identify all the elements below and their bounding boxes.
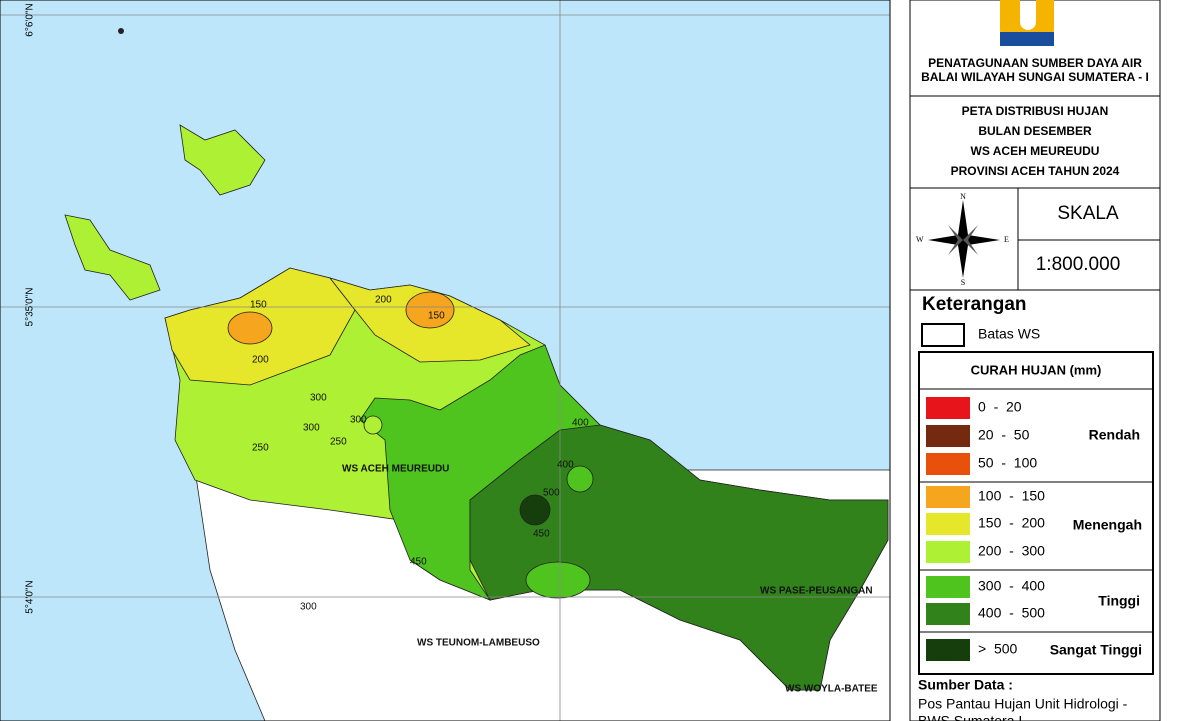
compass-s: S [961,278,965,287]
legend-title: Keterangan [922,294,1027,315]
map-title: PROVINSI ACEH TAHUN 2024 [951,164,1120,178]
group-label: Menengah [1073,517,1142,533]
contour-label: 300 [303,423,320,434]
contour-label: 250 [330,437,347,448]
group-label: Rendah [1089,427,1140,443]
contour-label: 400 [572,418,589,429]
contour-label: 250 [252,443,269,454]
class-range: 300 - 400 [978,578,1045,594]
island [179,124,266,196]
contour-label: 450 [410,557,427,568]
lat-label: 6°6'0"N [25,3,36,36]
contour-label: 500 [543,488,560,499]
source-title: Sumber Data : [918,677,1013,693]
boundary-label: Batas WS [978,326,1040,342]
contour-label: 400 [557,460,574,471]
region-label: WS TEUNOM-LAMBEUSO [417,638,540,649]
class-swatch [926,425,970,447]
contour-label: 200 [252,355,269,366]
source: BWS Sumatera I [918,713,1022,721]
contour-label: 300 [350,415,367,426]
org: PENATAGUNAAN SUMBER DAYA AIR [928,56,1142,70]
class-swatch [926,513,970,535]
legend-classes: 0 - 20 20 - 50 50 - 100 100 - 150 150 - 200 2… [926,397,1045,661]
group-label: Sangat Tinggi [1050,642,1142,658]
islet [118,28,124,34]
class-swatch [926,397,970,419]
zone-200-300 [363,415,383,435]
scale-title: SKALA [1057,203,1119,224]
compass-w: W [916,235,924,244]
map-title: BULAN DESEMBER [978,124,1092,138]
class-swatch [926,603,970,625]
side-panel: PENATAGUNAAN SUMBER DAYA AIR BALAI WILAY… [909,0,1161,721]
class-range: 20 - 50 [978,427,1030,443]
class-swatch [926,541,970,563]
boundary-swatch [921,323,965,347]
map-frame [0,0,891,721]
island [64,214,161,301]
org: BALAI WILAYAH SUNGAI SUMATERA - I [921,70,1149,84]
class-swatch [926,576,970,598]
zone-300-400 [566,465,594,493]
class-range: 0 - 20 [978,399,1022,415]
scale: 1:800.000 [1036,254,1121,275]
region-label: WS WOYLA-BATEE [785,684,878,695]
class-range: 150 - 200 [978,515,1045,531]
contour-label: 150 [250,300,267,311]
group-label: Tinggi [1098,593,1140,609]
zone-100-150 [227,311,273,345]
compass-e: E [1004,235,1009,244]
contour-label: 450 [533,529,550,540]
map-title: WS ACEH MEUREUDU [971,144,1100,158]
compass-n: N [960,192,966,201]
contour-label: 300 [300,602,317,613]
class-range: > 500 [978,641,1018,657]
class-swatch [926,453,970,475]
panel-frame [909,0,1161,721]
class-range: 400 - 500 [978,605,1045,621]
source: Pos Pantau Hujan Unit Hidrologi - [918,696,1128,712]
legend-heading: CURAH HUJAN (mm) [971,362,1102,377]
map-title: PETA DISTRIBUSI HUJAN [962,104,1109,118]
compass [948,225,978,255]
map: 6°6'0"N 5°35'0"N 5°4'0"N 150 200 150 200… [0,0,891,721]
contour-label: 200 [375,295,392,306]
class-swatch [926,486,970,508]
zone-400-500 [469,424,889,691]
zone-100-150 [405,291,455,329]
region-label: WS PASE-PEUSANGAN [760,586,873,597]
contour-label: 300 [310,393,327,404]
lat-label: 5°4'0"N [25,580,36,613]
legend-box [918,351,1154,675]
zone-over-500 [519,494,551,526]
zone-300-400 [525,561,591,599]
region-label: WS ACEH MEUREUDU [342,464,449,475]
lat-label: 5°35'0"N [25,288,36,327]
logo [1000,32,1054,46]
class-range: 200 - 300 [978,543,1045,559]
class-swatch [926,639,970,661]
class-range: 100 - 150 [978,488,1045,504]
contour-label: 150 [428,311,445,322]
class-range: 50 - 100 [978,455,1037,471]
